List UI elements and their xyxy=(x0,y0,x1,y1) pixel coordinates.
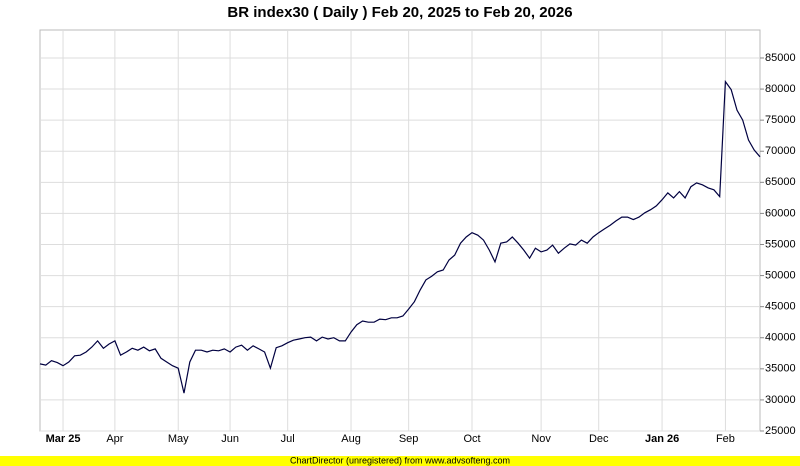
footer-bar xyxy=(0,456,800,466)
y-tick-label: 40000 xyxy=(765,332,796,344)
x-tick-label: Dec xyxy=(589,433,609,445)
x-tick-label: Feb xyxy=(716,433,735,445)
chart-title: BR index30 ( Daily ) Feb 20, 2025 to Feb… xyxy=(227,4,572,21)
x-tick-label: Apr xyxy=(106,433,123,445)
x-tick-label: Jun xyxy=(221,433,239,445)
plot-area xyxy=(39,29,761,432)
x-tick-label: Jul xyxy=(281,433,295,445)
y-tick-label: 50000 xyxy=(765,269,796,281)
y-tick-label: 55000 xyxy=(765,238,796,250)
y-tick-label: 25000 xyxy=(765,425,796,437)
y-tick-label: 70000 xyxy=(765,145,796,157)
y-tick-label: 35000 xyxy=(765,363,796,375)
data-line xyxy=(39,79,761,394)
x-tick-label: Mar 25 xyxy=(46,433,81,445)
y-tick-label: 65000 xyxy=(765,176,796,188)
y-tick-label: 60000 xyxy=(765,207,796,219)
x-tick-label: Nov xyxy=(531,433,551,445)
x-tick-label: Oct xyxy=(463,433,480,445)
x-tick-label: Sep xyxy=(399,433,419,445)
y-tick-label: 30000 xyxy=(765,394,796,406)
y-tick-label: 75000 xyxy=(765,114,796,126)
x-tick-label: May xyxy=(168,433,189,445)
y-tick-label: 80000 xyxy=(765,83,796,95)
x-tick-label: Jan 26 xyxy=(645,433,679,445)
x-tick-label: Aug xyxy=(341,433,361,445)
y-tick-label: 85000 xyxy=(765,52,796,64)
footer: ChartDirector (unregistered) from www.ad… xyxy=(290,455,510,465)
y-tick-label: 45000 xyxy=(765,301,796,313)
